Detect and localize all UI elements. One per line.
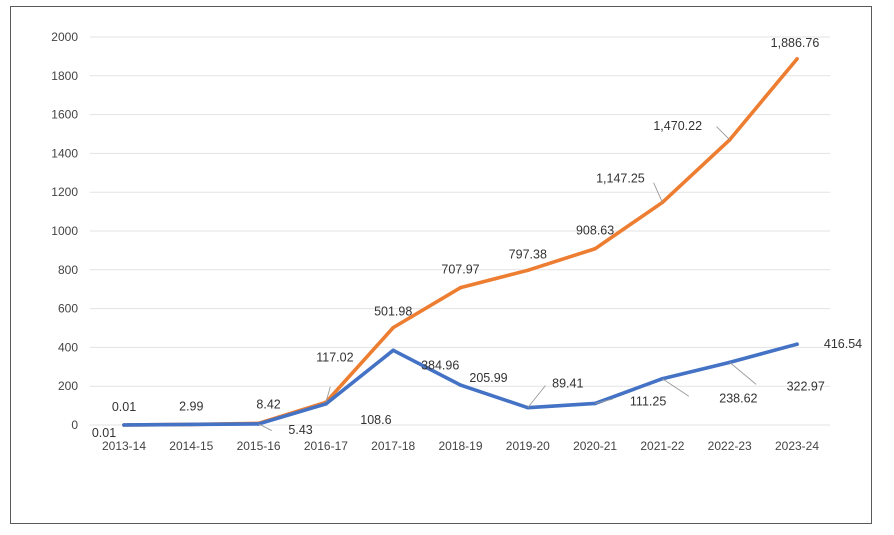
data-label: 797.38 (509, 247, 547, 261)
data-label-leader (716, 126, 731, 141)
x-tick-label: 2019-20 (506, 439, 550, 453)
y-tick-label: 1200 (51, 185, 78, 199)
data-point (593, 401, 597, 406)
data-label: 707.97 (441, 263, 479, 277)
data-label: 322.97 (787, 379, 825, 393)
data-point (391, 325, 396, 330)
data-label: 501.98 (374, 305, 412, 319)
data-label: 0.01 (112, 400, 136, 414)
data-label: 1,886.76 (771, 36, 820, 50)
data-label-leader (662, 378, 690, 397)
data-point (458, 285, 463, 290)
data-label-leader (729, 361, 757, 385)
chart-frame (10, 6, 872, 524)
x-tick-label: 2015-16 (237, 439, 281, 453)
data-point (795, 342, 799, 346)
y-tick-label: 1800 (51, 69, 78, 83)
data-label: 8.42 (256, 397, 280, 411)
y-tick-label: 800 (58, 263, 78, 277)
data-label-leader (325, 386, 331, 403)
data-point (324, 402, 328, 406)
data-label-leader (527, 385, 546, 408)
x-tick-label: 2020-21 (573, 439, 617, 453)
data-label: 2.99 (179, 399, 203, 413)
data-label: 416.54 (824, 337, 862, 351)
data-point (189, 422, 194, 427)
y-tick-label: 1600 (51, 108, 78, 122)
x-tick-label: 2013-14 (102, 439, 146, 453)
data-label: 0.01 (92, 426, 116, 440)
y-tick-label: 1000 (51, 224, 78, 238)
data-label: 1,470.22 (653, 119, 702, 133)
data-label-leader (653, 182, 663, 203)
data-label-leader (258, 423, 273, 431)
data-label: 111.25 (630, 394, 666, 408)
y-tick-label: 400 (58, 340, 78, 354)
data-label: 89.41 (552, 377, 583, 391)
x-tick-label: 2017-18 (371, 439, 415, 453)
data-point (593, 246, 597, 251)
data-label: 384.96 (421, 358, 459, 372)
data-label: 908.63 (576, 224, 614, 238)
data-label-leader (594, 398, 613, 404)
data-point (526, 268, 530, 273)
data-label: 238.62 (719, 392, 757, 406)
data-point (458, 383, 463, 387)
x-tick-label: 2016-17 (304, 439, 348, 453)
data-label: 5.43 (288, 423, 312, 437)
data-label: 1,147.25 (596, 171, 645, 185)
x-tick-label: 2021-22 (640, 439, 684, 453)
data-point (795, 57, 799, 61)
data-label: 205.99 (469, 371, 507, 385)
y-tick-label: 0 (71, 418, 78, 432)
data-point (391, 348, 396, 353)
y-tick-label: 1400 (51, 146, 78, 160)
y-tick-label: 2000 (51, 30, 78, 44)
x-tick-label: 2014-15 (169, 439, 213, 453)
data-label: 108.6 (360, 413, 391, 427)
y-tick-label: 600 (58, 302, 78, 316)
x-tick-label: 2022-23 (708, 439, 752, 453)
y-tick-label: 200 (58, 379, 78, 393)
data-point (122, 423, 126, 427)
x-tick-label: 2023-24 (775, 439, 819, 453)
x-tick-label: 2018-19 (438, 439, 482, 453)
data-label: 117.02 (316, 350, 353, 364)
